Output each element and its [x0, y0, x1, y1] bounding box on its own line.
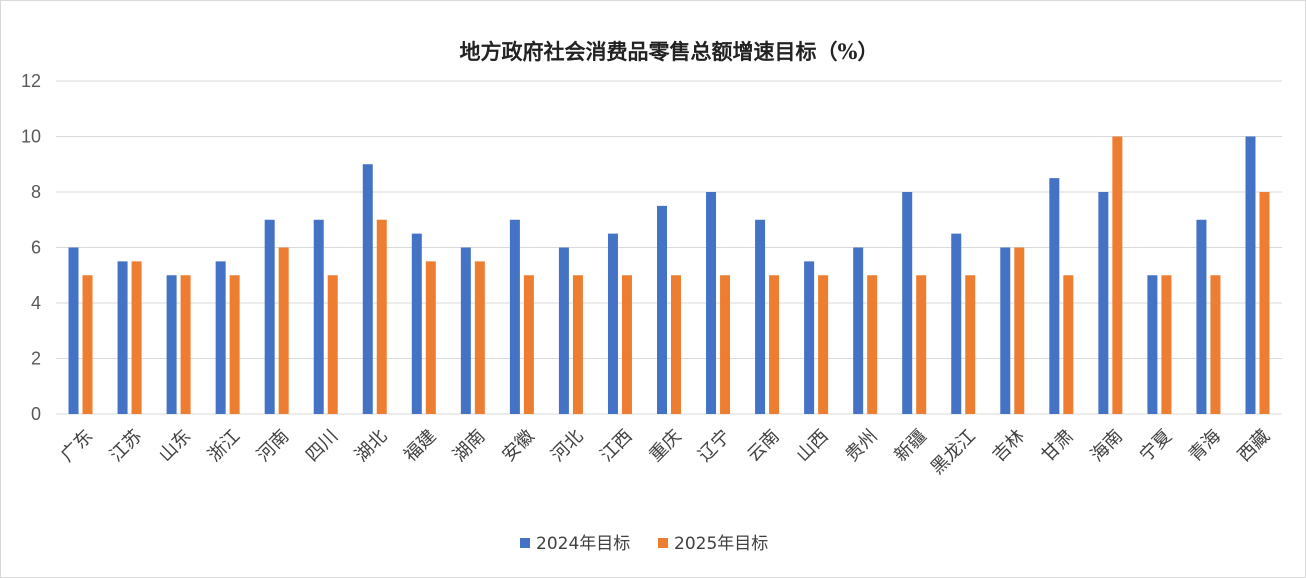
- bar-series1-22: [1147, 275, 1158, 414]
- bar-series1-12: [657, 205, 667, 414]
- x-tick-label: 福建: [400, 426, 440, 466]
- y-tick-label: 2: [31, 349, 41, 369]
- bar-series2-22: [1161, 275, 1172, 414]
- bar-series2-6: [376, 219, 387, 414]
- bar-series1-13: [706, 192, 717, 414]
- legend: 2024年目标 2025年目标: [520, 534, 768, 554]
- x-tick-label: 湖南: [449, 426, 489, 466]
- y-tick-label: 8: [31, 182, 41, 202]
- bar-series2-14: [769, 275, 780, 414]
- x-tick-label: 山东: [155, 426, 195, 466]
- bar-series1-0: [68, 247, 79, 414]
- bar-series2-5: [327, 275, 338, 414]
- bar-series2-17: [916, 275, 927, 414]
- bar-series1-9: [509, 219, 520, 414]
- bar-series2-1: [131, 261, 142, 414]
- bar-series1-15: [804, 261, 815, 414]
- x-tick-label: 安徽: [498, 426, 538, 466]
- bar-series1-19: [1000, 247, 1011, 414]
- bar-series2-2: [180, 275, 191, 414]
- bar-series1-7: [411, 233, 422, 414]
- bar-series1-24: [1245, 136, 1256, 414]
- x-tick-label: 贵州: [841, 426, 881, 466]
- legend-swatch: [658, 538, 668, 548]
- x-tick-label: 重庆: [645, 426, 685, 466]
- bar-series2-16: [867, 275, 878, 414]
- bar-series1-16: [853, 247, 864, 414]
- legend-swatch: [520, 538, 530, 548]
- x-tick-label: 云南: [743, 426, 783, 466]
- x-tick-label: 吉林: [989, 426, 1029, 466]
- bar-series1-23: [1196, 219, 1207, 414]
- bar-series1-2: [166, 275, 177, 414]
- bar-series2-20: [1063, 275, 1074, 414]
- bar-series2-8: [474, 261, 485, 414]
- bars: [68, 136, 1270, 414]
- bar-series2-23: [1210, 275, 1221, 414]
- gridlines: [56, 80, 1282, 415]
- bar-series1-21: [1098, 192, 1109, 414]
- y-tick-label: 10: [21, 127, 41, 147]
- bar-series2-9: [523, 275, 534, 414]
- y-tick-label: 6: [31, 238, 41, 258]
- y-tick-label: 0: [31, 404, 41, 424]
- x-tick-label: 湖北: [351, 426, 391, 466]
- x-tick-label: 西藏: [1234, 426, 1274, 466]
- y-axis-ticks: 0 2 4 6 8 10 12: [21, 71, 41, 424]
- bar-series1-17: [902, 192, 913, 414]
- bar-series1-10: [558, 247, 569, 414]
- x-tick-label: 四川: [302, 426, 342, 466]
- bar-series2-18: [965, 275, 976, 414]
- x-tick-label: 新疆: [890, 426, 930, 466]
- chart-title: 地方政府社会消费品零售总额增速目标（%）: [460, 39, 879, 64]
- x-tick-label: 河南: [253, 426, 293, 466]
- y-tick-label: 12: [21, 71, 41, 91]
- x-tick-label: 江西: [596, 426, 636, 466]
- legend-label: 2024年目标: [536, 534, 630, 554]
- bar-series1-1: [117, 261, 128, 414]
- bar-series2-24: [1259, 192, 1270, 414]
- x-tick-label: 浙江: [204, 426, 244, 466]
- x-tick-label: 宁夏: [1136, 426, 1176, 466]
- bar-series2-11: [621, 275, 632, 414]
- bar-series2-15: [818, 275, 829, 414]
- bar-series2-4: [278, 247, 289, 414]
- x-axis-ticks: 广东 江苏 山东 浙江 河南 四川 湖北 福建 湖南 安徽 河北 江西 重庆 辽宁 云南 山西 贵州 新疆黑龙江吉…: [57, 426, 1274, 479]
- bar-series2-19: [1014, 247, 1025, 414]
- bar-series2-3: [229, 275, 240, 414]
- bar-series1-3: [215, 261, 226, 414]
- bar-series2-13: [720, 275, 731, 414]
- bar-series1-4: [264, 219, 275, 414]
- bar-series2-7: [425, 261, 436, 414]
- bar-series1-5: [313, 219, 324, 414]
- x-tick-label: 黑龙江: [927, 426, 980, 479]
- x-tick-label: 甘肃: [1038, 426, 1078, 466]
- x-tick-label: 辽宁: [694, 426, 734, 466]
- bar-series1-11: [607, 233, 618, 414]
- bar-series2-10: [572, 275, 583, 414]
- bar-series1-14: [755, 219, 766, 414]
- bar-series1-20: [1049, 178, 1060, 414]
- bar-series1-6: [362, 164, 373, 414]
- bar-series2-21: [1112, 136, 1123, 414]
- bar-series2-0: [82, 275, 93, 414]
- x-tick-label: 青海: [1185, 426, 1225, 466]
- y-tick-label: 4: [31, 293, 41, 313]
- legend-label: 2025年目标: [674, 534, 768, 554]
- bar-series2-12: [671, 275, 681, 414]
- x-tick-label: 江苏: [106, 426, 146, 466]
- bar-series1-8: [460, 247, 471, 414]
- x-tick-label: 山西: [792, 426, 832, 466]
- x-tick-label: 海南: [1087, 426, 1127, 466]
- x-tick-label: 河北: [547, 426, 587, 466]
- bar-series1-18: [951, 233, 962, 414]
- x-tick-label: 广东: [57, 426, 97, 466]
